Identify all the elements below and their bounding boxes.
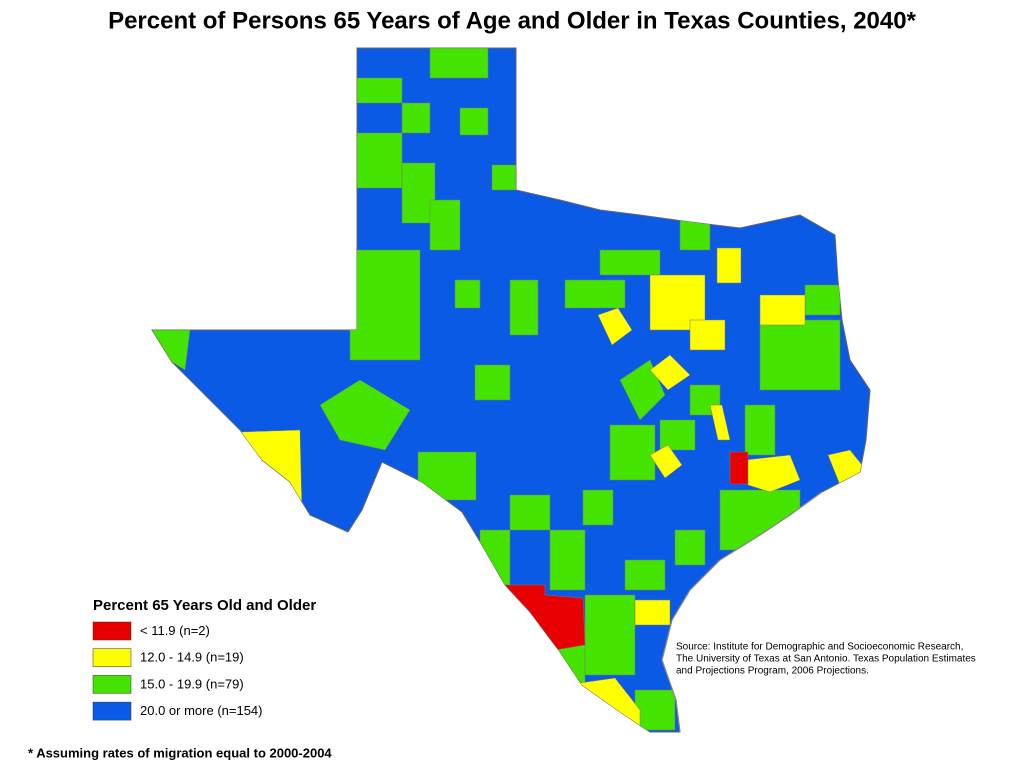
- title: Percent of Persons 65 Years of Age and O…: [108, 7, 917, 34]
- legend-swatch: [92, 701, 132, 721]
- legend: < 11.9 (n=2) 12.0 - 14.9 (n=19) 15.0 - 19.…: [92, 621, 262, 721]
- legend-label: < 11.9 (n=2): [140, 623, 210, 638]
- source-line: Source: Institute for Demographic and So…: [676, 642, 963, 653]
- legend-swatch: [92, 648, 132, 667]
- legend-label: 12.0 - 14.9 (n=19): [140, 650, 244, 665]
- legend-swatch: [92, 621, 132, 641]
- source-line: The University of Texas at San Antonio. …: [676, 654, 976, 665]
- legend-swatch: [92, 675, 132, 694]
- texas-map: [151, 47, 871, 733]
- footnote: * Assuming rates of migration equal to 2…: [28, 745, 332, 760]
- legend-title: Percent 65 Years Old and Older: [93, 597, 316, 614]
- legend-label: 15.0 - 19.9 (n=79): [140, 676, 244, 691]
- source-line: and Projections Program, 2006 Projection…: [676, 666, 869, 677]
- legend-label: 20.0 or more (n=154): [140, 703, 262, 718]
